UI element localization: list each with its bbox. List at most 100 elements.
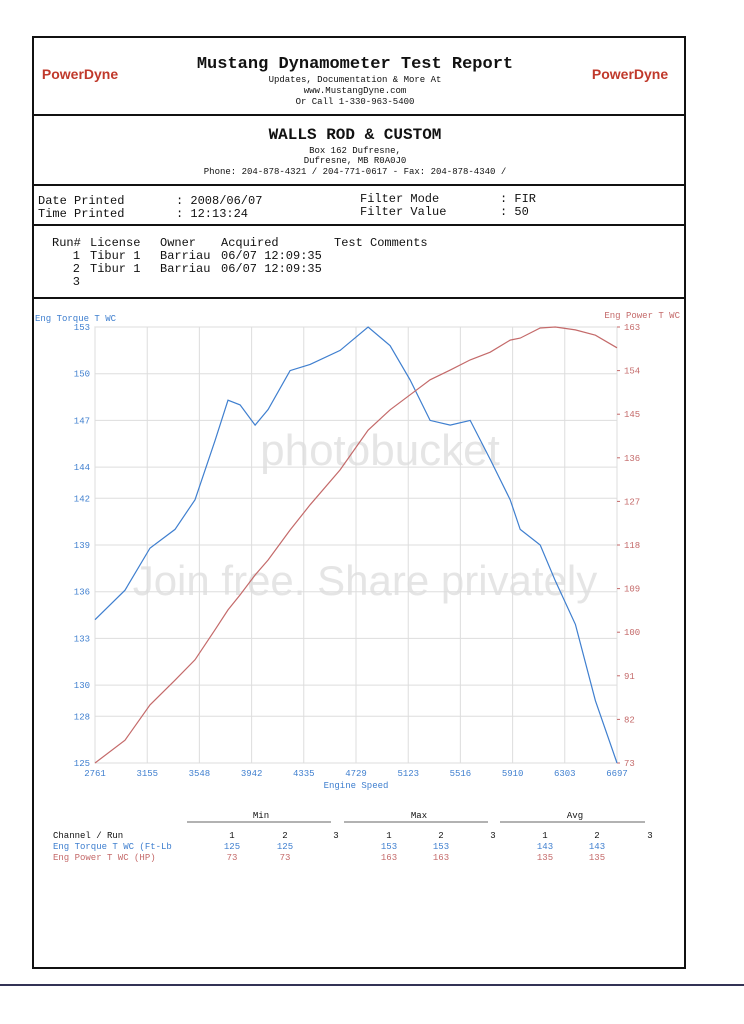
watermark: photobucket [260, 426, 500, 475]
y2-tick-label: 109 [624, 585, 640, 595]
customer-name: WALLS ROD & CUSTOM [269, 126, 442, 144]
stats-channel: Eng Power T WC (HP) [53, 853, 156, 863]
label: Filter Value [360, 205, 446, 219]
value: : FIR [500, 192, 536, 206]
stats-value: 143 [537, 842, 553, 852]
stats-run: 2 [594, 831, 599, 841]
stats-run: 1 [386, 831, 391, 841]
runs-cell: 06/07 12:09:35 [221, 262, 322, 276]
y2-tick-label: 145 [624, 410, 640, 420]
stats-run: 3 [490, 831, 495, 841]
x-tick-label: 3155 [136, 769, 158, 779]
customer-line: Dufresne, MB R0A0J0 [304, 156, 407, 166]
stats-value: 153 [381, 842, 397, 852]
stats-value: 73 [227, 853, 238, 863]
header-line: www.MustangDyne.com [304, 86, 407, 96]
stats-run: 3 [333, 831, 338, 841]
logo: PowerDyne [592, 66, 668, 82]
x-tick-label: 6697 [606, 769, 628, 779]
runs-cell: 06/07 12:09:35 [221, 249, 322, 263]
stats-value: 135 [589, 853, 605, 863]
stats-channel: Eng Torque T WC (Ft-Lb [53, 842, 172, 852]
runs-cell: 2 [73, 262, 80, 276]
logo: PowerDyne [42, 66, 118, 82]
y-tick-label: 128 [74, 712, 90, 722]
y-axis-label: Eng Torque T WC [35, 314, 117, 324]
stats-run: 2 [438, 831, 443, 841]
header-line: Updates, Documentation & More At [269, 75, 442, 85]
stats-value: 125 [277, 842, 293, 852]
runs-cell: Barriau [160, 249, 210, 263]
stats-run: 3 [647, 831, 652, 841]
frame [32, 36, 686, 969]
customer-line: Box 162 Dufresne, [309, 146, 401, 156]
customer-line: Phone: 204-878-4321 / 204-771-0617 - Fax… [204, 167, 506, 177]
label: Filter Mode [360, 192, 439, 206]
y-tick-label: 153 [74, 323, 90, 333]
y2-tick-label: 163 [624, 323, 640, 333]
stats-group: Avg [567, 811, 583, 821]
stats-value: 73 [280, 853, 291, 863]
stats-value: 163 [433, 853, 449, 863]
stats-value: 163 [381, 853, 397, 863]
stats-value: 135 [537, 853, 553, 863]
y-tick-label: 142 [74, 494, 90, 504]
series-line [94, 326, 618, 764]
x-tick-label: 5123 [397, 769, 419, 779]
x-tick-label: 4729 [345, 769, 367, 779]
label: Time Printed [38, 207, 124, 221]
runs-cell: 3 [73, 275, 80, 289]
stats-group: Min [253, 811, 269, 821]
series-line [94, 326, 618, 764]
stats-value: 125 [224, 842, 240, 852]
runs-header: Owner [160, 236, 196, 250]
runs-cell: Tibur 1 [90, 249, 140, 263]
value: : 2008/06/07 [176, 194, 262, 208]
watermark: Join free. Share privately [133, 557, 598, 604]
y2-tick-label: 127 [624, 497, 640, 507]
runs-header: Test Comments [334, 236, 428, 250]
y-tick-label: 130 [74, 681, 90, 691]
stats-header: Channel / Run [53, 831, 123, 841]
y-tick-label: 125 [74, 759, 90, 769]
x-tick-label: 3548 [189, 769, 211, 779]
y-tick-label: 150 [74, 370, 90, 380]
y2-tick-label: 118 [624, 541, 640, 551]
y-tick-label: 136 [74, 588, 90, 598]
runs-cell: Tibur 1 [90, 262, 140, 276]
stats-run: 1 [542, 831, 547, 841]
y-tick-label: 144 [74, 463, 90, 473]
stats-run: 2 [282, 831, 287, 841]
y-tick-label: 133 [74, 634, 90, 644]
stats-value: 143 [589, 842, 605, 852]
runs-cell: Barriau [160, 262, 210, 276]
x-axis-label: Engine Speed [324, 781, 389, 791]
runs-header: Run# [52, 236, 81, 250]
y2-tick-label: 136 [624, 454, 640, 464]
stats-run: 1 [229, 831, 234, 841]
stats-group: Max [411, 811, 427, 821]
header-line: Or Call 1-330-963-5400 [296, 97, 415, 107]
value: : 12:13:24 [176, 207, 248, 221]
y-tick-label: 139 [74, 541, 90, 551]
x-tick-label: 5516 [450, 769, 472, 779]
y2-tick-label: 91 [624, 672, 635, 682]
y-tick-label: 147 [74, 416, 90, 426]
runs-header: Acquired [221, 236, 279, 250]
y2-axis-label: Eng Power T WC [604, 311, 680, 321]
x-tick-label: 5910 [502, 769, 524, 779]
runs-cell: 1 [73, 249, 80, 263]
y2-tick-label: 100 [624, 628, 640, 638]
y2-tick-label: 154 [624, 367, 640, 377]
x-tick-label: 3942 [241, 769, 263, 779]
x-tick-label: 2761 [84, 769, 106, 779]
x-tick-label: 6303 [554, 769, 576, 779]
label: Date Printed [38, 194, 124, 208]
value: : 50 [500, 205, 529, 219]
stats-value: 153 [433, 842, 449, 852]
y2-tick-label: 73 [624, 759, 635, 769]
title: Mustang Dynamometer Test Report [197, 55, 513, 74]
runs-header: License [90, 236, 140, 250]
